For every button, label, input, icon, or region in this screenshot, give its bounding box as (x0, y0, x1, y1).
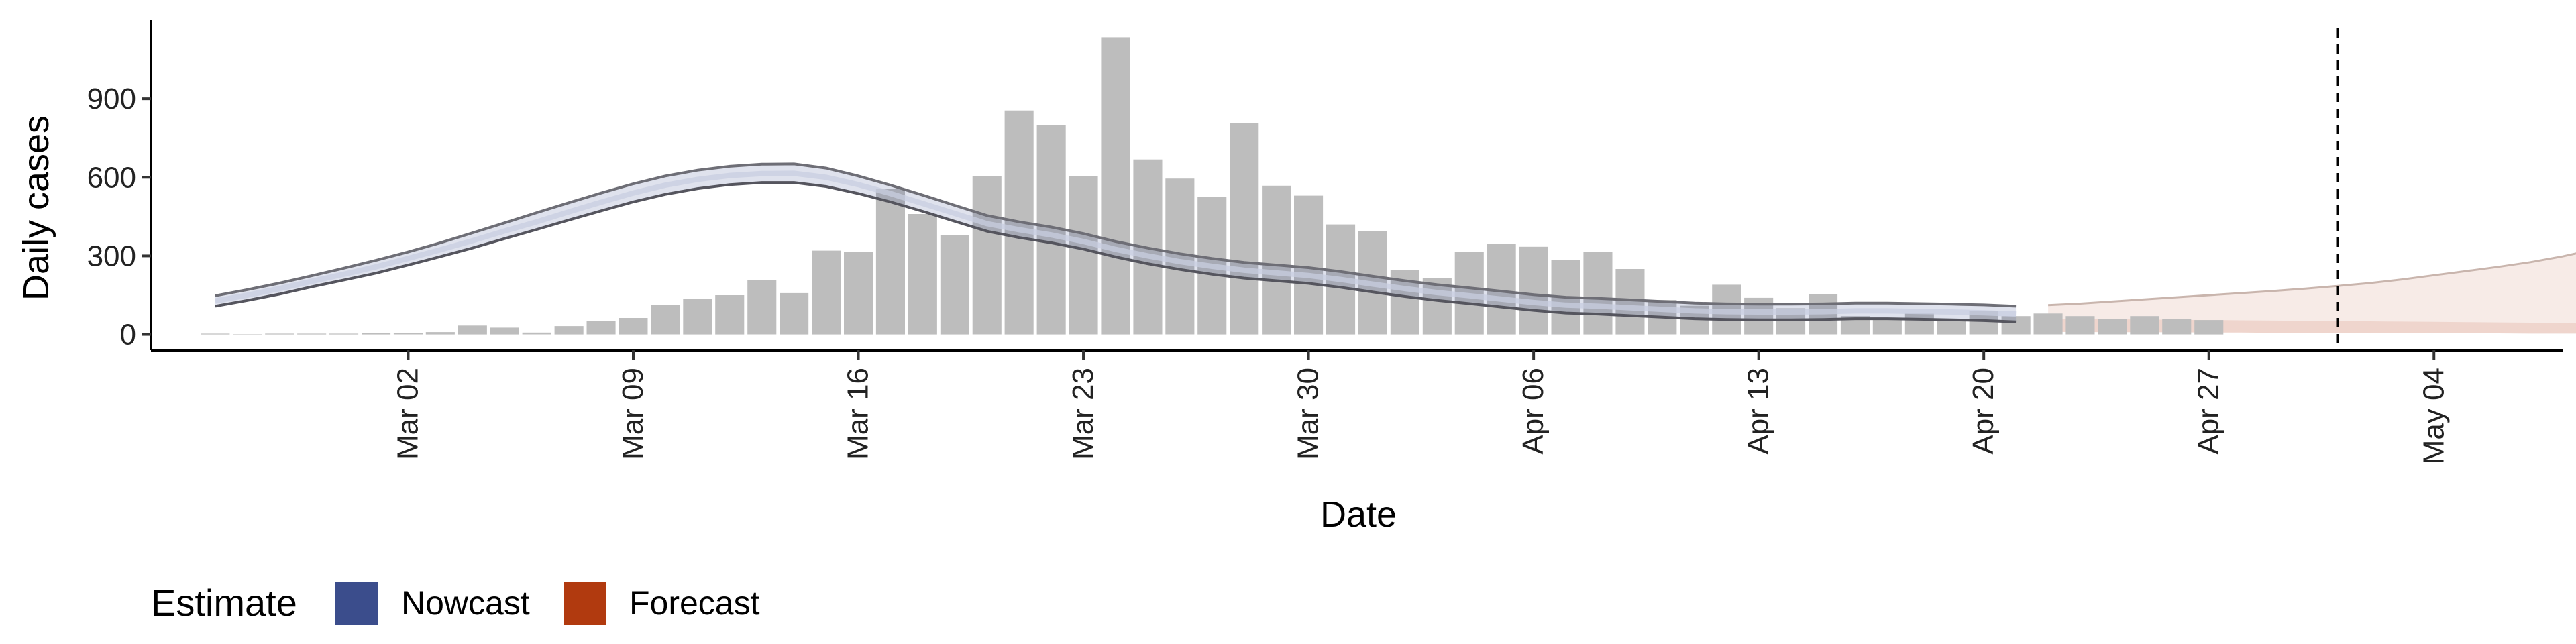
y-tick-label: 600 (87, 161, 136, 194)
nowcast-band (215, 164, 2017, 322)
bar (780, 292, 809, 335)
bar (1904, 313, 1934, 335)
bar (2130, 316, 2159, 335)
bar (1101, 37, 1130, 335)
bar (1230, 123, 1259, 335)
bar (715, 295, 745, 335)
bar (2033, 313, 2063, 335)
x-axis-title: Date (1320, 494, 1397, 535)
bar (844, 252, 873, 335)
bar (651, 305, 680, 335)
x-tick-label: Apr 20 (1967, 368, 2000, 455)
y-tick-label: 300 (87, 239, 136, 272)
bar (586, 321, 616, 335)
y-tick-label: 0 (120, 319, 136, 352)
forecast-outer-band (2048, 253, 2576, 334)
legend: Estimate Nowcast Forecast (151, 582, 760, 625)
bar (201, 333, 230, 335)
nowcast-lower-line (215, 181, 2017, 323)
bar (619, 318, 648, 335)
bar (1069, 176, 1098, 335)
y-axis-title: Daily cases (16, 115, 56, 301)
legend-title: Estimate (151, 582, 297, 624)
bars-layer (201, 37, 2224, 335)
bar (490, 327, 519, 335)
bar (908, 214, 937, 335)
x-tick-label: Mar 23 (1067, 368, 1099, 460)
bar (1872, 319, 1902, 335)
bar (812, 250, 841, 335)
bar (297, 333, 327, 335)
x-tick-label: Apr 27 (2192, 368, 2225, 455)
bar (1519, 246, 1548, 335)
legend-label-forecast: Forecast (629, 584, 760, 622)
bar (425, 332, 455, 335)
x-tick-label: May 04 (2417, 368, 2450, 464)
legend-swatch-nowcast (335, 582, 378, 625)
bar (1937, 320, 1966, 335)
x-tick-label: Mar 30 (1292, 368, 1325, 460)
axes-layer: 0 300 600 900 Mar 02 Mar 09 Mar 16 Mar 23 Mar 30… (87, 20, 2563, 464)
bar (2098, 319, 2127, 335)
bar (940, 235, 969, 335)
x-tick-label: Apr 06 (1517, 368, 1550, 455)
legend-swatch-forecast (564, 582, 606, 625)
bar (522, 332, 551, 335)
bar (554, 326, 584, 335)
y-tick-label: 900 (87, 83, 136, 115)
bar (2162, 319, 2192, 335)
forecast-layer (2048, 252, 2576, 334)
bar (2001, 316, 2031, 335)
bar (233, 334, 262, 335)
nowcast-median-line (215, 170, 2017, 317)
bar (1615, 269, 1645, 335)
x-tick-label: Mar 02 (391, 368, 424, 460)
bar (265, 333, 294, 335)
bar (1262, 185, 1291, 335)
bar (2065, 316, 2095, 335)
bar (329, 333, 359, 335)
bar (393, 333, 423, 335)
bar (362, 333, 391, 335)
bar (1422, 278, 1452, 335)
bar (458, 325, 487, 335)
x-tick-label: Mar 16 (842, 368, 875, 460)
x-tick-label: Apr 13 (1742, 368, 1775, 455)
bar (1583, 252, 1613, 335)
bar (875, 189, 905, 335)
nowcast-upper-line (215, 162, 2017, 308)
nowcast-layer (215, 162, 2017, 323)
legend-label-nowcast: Nowcast (401, 584, 530, 622)
bar (747, 280, 777, 335)
bar (972, 176, 1002, 335)
x-tick-label: Mar 09 (616, 368, 649, 460)
bar (683, 299, 712, 335)
bar (2194, 320, 2224, 335)
bar (1294, 195, 1324, 335)
